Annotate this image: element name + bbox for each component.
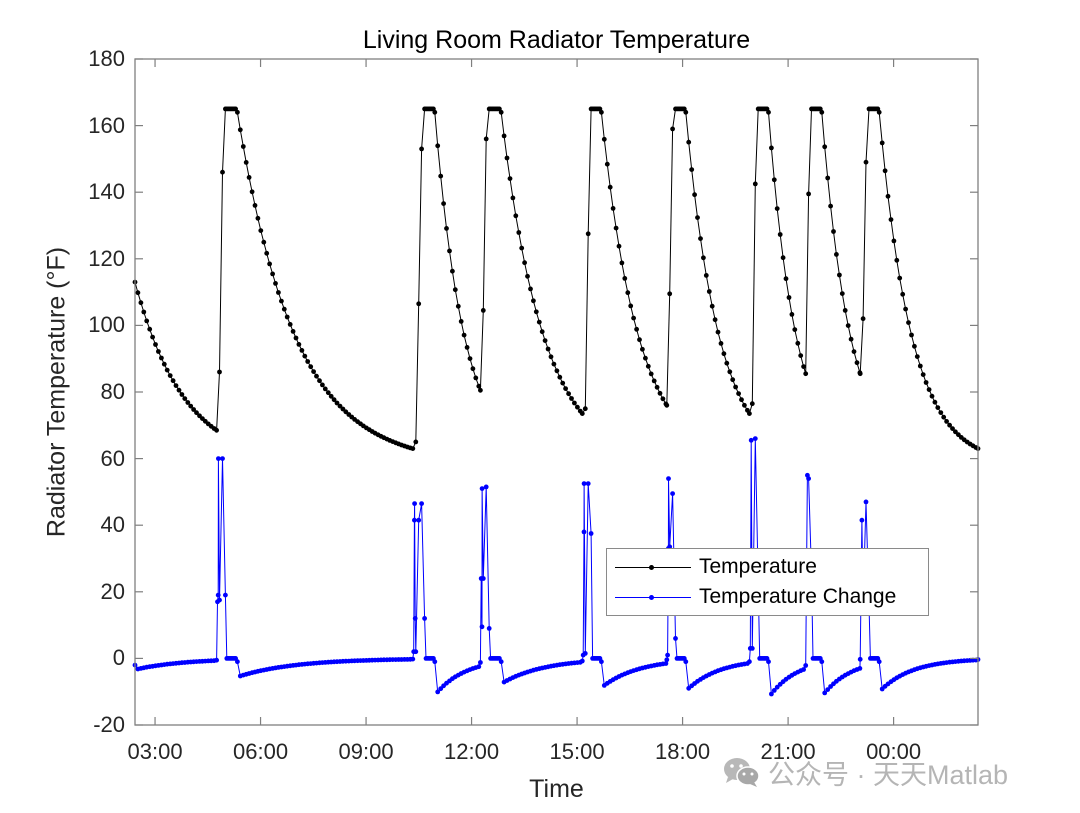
legend: Temperature Temperature Change [606, 548, 929, 616]
data-series [132, 106, 981, 697]
y-tick-label: 80 [100, 379, 125, 404]
legend-marker-dot-icon [649, 595, 654, 600]
x-tick-label: 15:00 [549, 739, 605, 764]
legend-item-temperature: Temperature [607, 554, 928, 582]
legend-label: Temperature [699, 555, 817, 578]
x-tick-label: 12:00 [444, 739, 500, 764]
y-tick-label: 40 [100, 512, 125, 538]
watermark-text: 公众号 · 天天Matlab [768, 759, 1009, 790]
legend-marker-dot-icon [649, 565, 654, 570]
x-tick-label: 18:00 [655, 739, 711, 764]
y-tick-label: -20 [93, 712, 125, 737]
wechat-icon [724, 758, 760, 787]
y-tick-label: 100 [88, 312, 125, 338]
temperature-series [132, 106, 981, 451]
x-tick-label: 09:00 [338, 739, 394, 764]
y-tick-label: 180 [88, 46, 125, 71]
axes-frame [134, 58, 979, 726]
x-axis-label: Time [529, 775, 584, 803]
y-tick-label: 160 [88, 112, 125, 138]
y-tick-label: 140 [88, 179, 125, 205]
watermark: 公众号 · 天天Matlab [722, 752, 1008, 792]
legend-label: Temperature Change [699, 585, 897, 608]
y-tick-label: 60 [100, 445, 125, 471]
x-tick-label: 21:00 [760, 739, 816, 764]
y-tick-label: 120 [88, 245, 125, 271]
x-tick-label: 00:00 [866, 739, 922, 764]
y-tick-label: 20 [100, 578, 125, 604]
temperature-change-series [132, 436, 981, 697]
chart-title: Living Room Radiator Temperature [362, 26, 751, 54]
x-tick-label: 03:00 [127, 739, 183, 764]
axes-box [134, 58, 979, 726]
legend-item-temperature-change: Temperature Change [607, 584, 928, 612]
y-tick-label: 0 [112, 645, 125, 671]
y-axis-label: Radiator Temperature (°F) [42, 246, 71, 538]
x-tick-label: 06:00 [233, 739, 289, 764]
